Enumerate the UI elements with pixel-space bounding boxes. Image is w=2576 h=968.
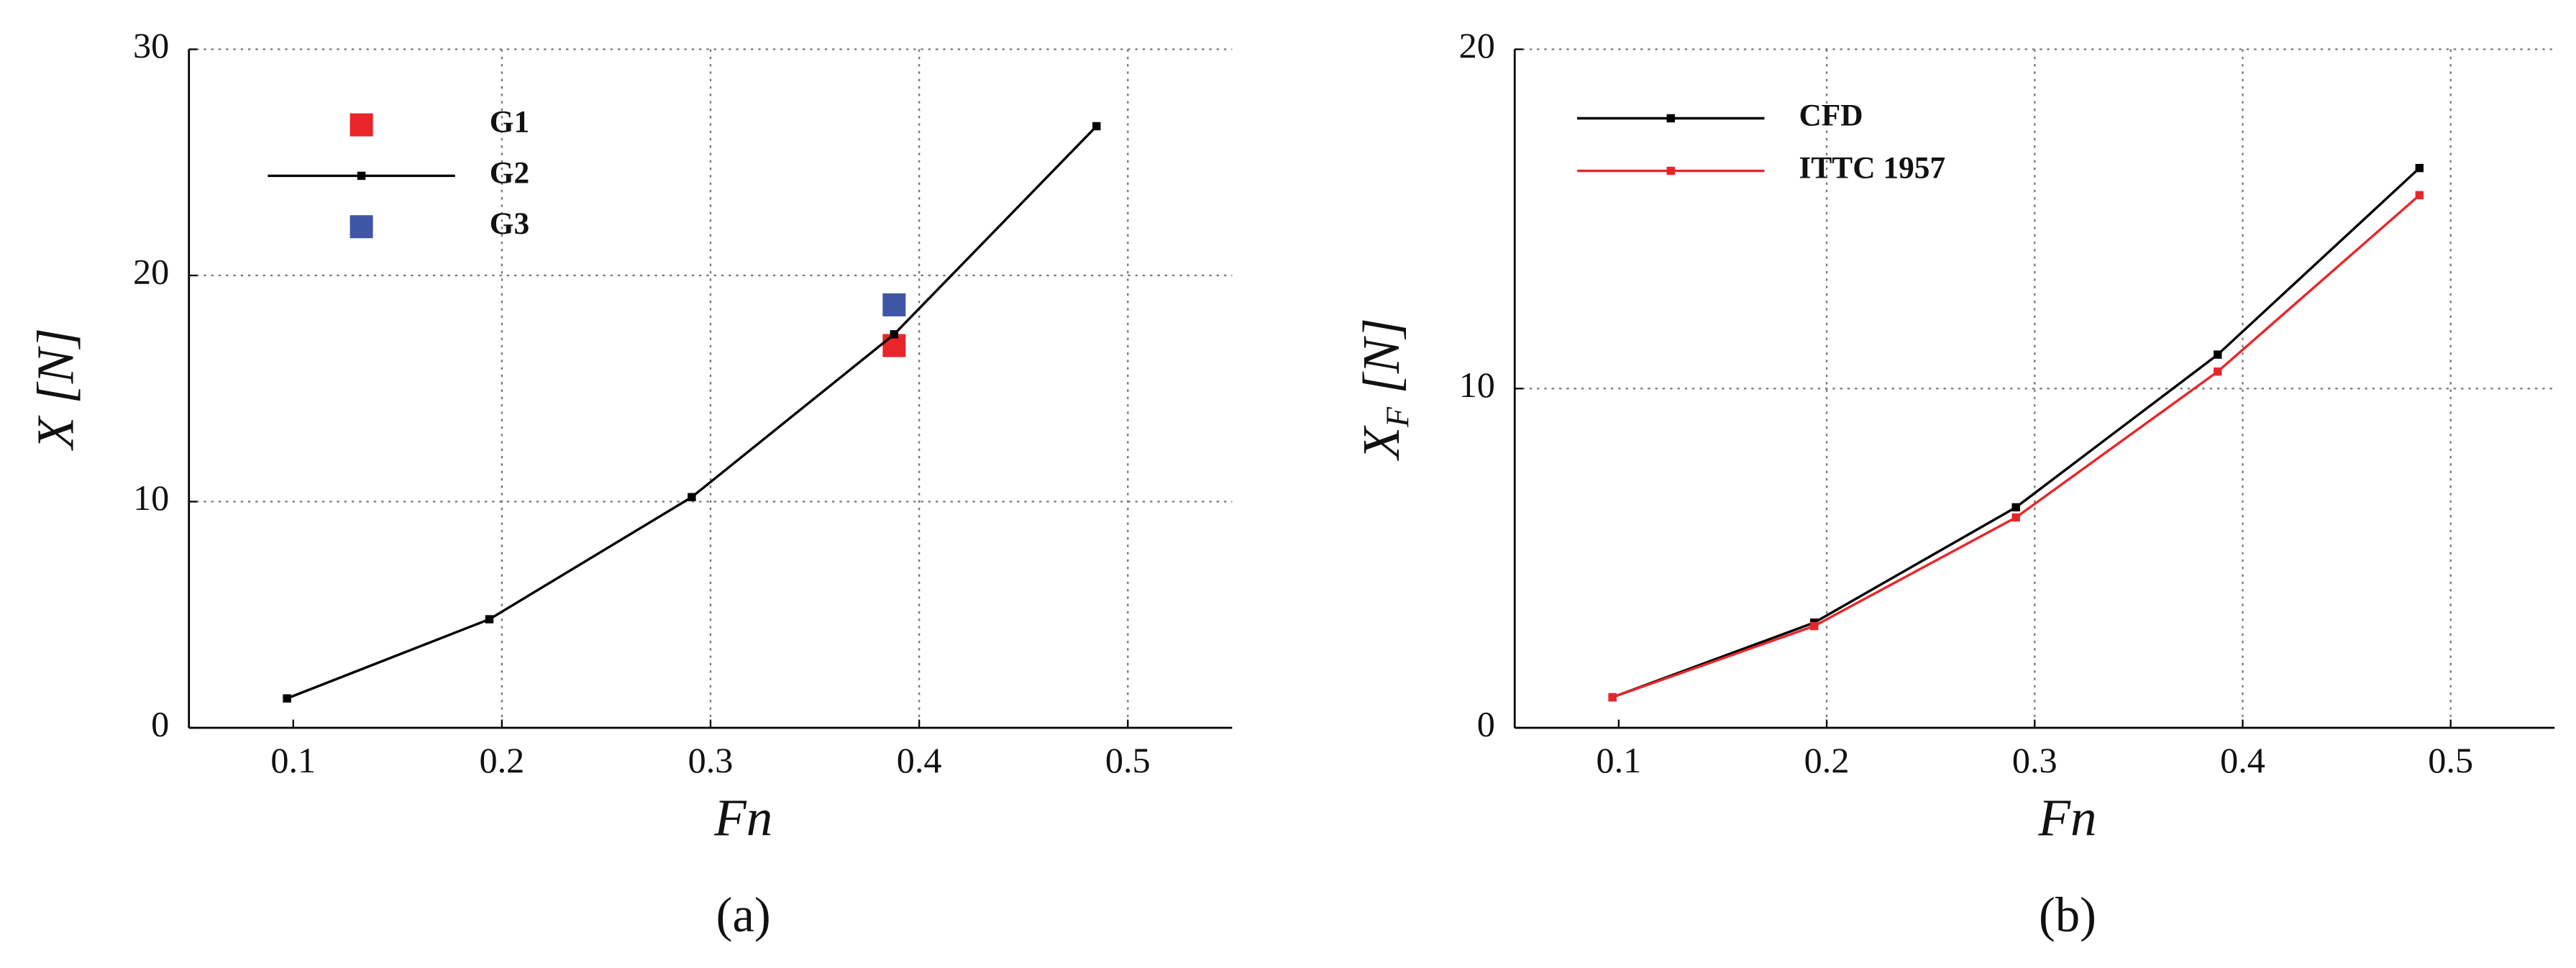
point <box>2011 503 2020 512</box>
x-tick-label: 0.2 <box>1804 740 1850 780</box>
point <box>1608 693 1617 702</box>
legend-marker <box>350 215 373 239</box>
point <box>283 694 291 703</box>
point <box>1092 122 1101 131</box>
point <box>2415 191 2424 200</box>
point <box>688 493 696 501</box>
series-line <box>1612 194 2421 699</box>
y-tick-label: 30 <box>133 25 169 65</box>
point <box>2415 163 2424 173</box>
series-line <box>286 125 1097 700</box>
y-label-unit: [N] <box>1352 318 1410 394</box>
x-tick-label: 0.3 <box>2012 740 2057 780</box>
y-label-unit: [N] <box>26 328 84 404</box>
legend-marker <box>357 171 366 181</box>
x-tick-label: 0.4 <box>2220 740 2265 780</box>
y-tick-label: 10 <box>1459 365 1495 405</box>
caption: (b) <box>2039 887 2096 942</box>
caption: (a) <box>716 887 771 942</box>
legend-label: G3 <box>490 206 529 241</box>
x-tick-label: 0.1 <box>1596 740 1641 780</box>
x-tick-label: 0.5 <box>1105 740 1151 780</box>
point <box>882 293 906 316</box>
y-label-sub: F <box>1379 406 1416 428</box>
point <box>890 330 899 339</box>
y-tick-label: 10 <box>133 478 169 518</box>
point <box>2011 513 2020 522</box>
x-axis-label: Fn <box>713 788 772 846</box>
y-label-main: X <box>1352 426 1410 462</box>
x-tick-label: 0.3 <box>688 740 734 780</box>
point <box>485 615 494 624</box>
y-axis-label: X [N] <box>26 328 84 452</box>
x-axis-label: Fn <box>2037 788 2096 846</box>
legend-marker <box>1666 166 1675 175</box>
y-tick-label: 20 <box>133 252 169 292</box>
legend-label: CFD <box>1799 98 1863 132</box>
point <box>1810 621 1819 631</box>
point <box>2214 367 2222 376</box>
legend-label: G1 <box>490 105 529 140</box>
legend-marker <box>350 113 373 137</box>
y-tick-label: 0 <box>151 704 169 744</box>
y-tick-label: 20 <box>1459 25 1495 65</box>
legend-marker <box>1666 114 1675 123</box>
series-line <box>1612 167 2421 699</box>
legend-label: G2 <box>490 155 529 190</box>
x-tick-label: 0.5 <box>2428 740 2473 780</box>
x-tick-label: 0.4 <box>897 740 942 780</box>
y-axis-label: XF [N] <box>1352 318 1416 461</box>
legend-label: ITTC 1957 <box>1799 151 1945 186</box>
y-tick-label: 0 <box>1477 704 1495 744</box>
point <box>2214 350 2222 359</box>
x-tick-label: 0.1 <box>270 740 316 780</box>
y-label-main: X <box>26 416 84 452</box>
x-tick-label: 0.2 <box>479 740 524 780</box>
